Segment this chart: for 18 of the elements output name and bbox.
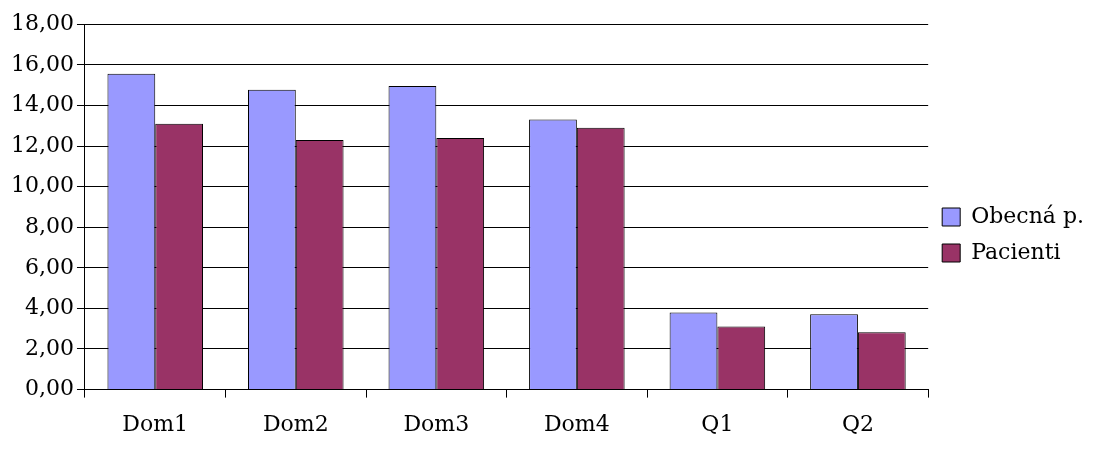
y-tick-label: 10,00 bbox=[11, 172, 74, 198]
y-tick-label: 18,00 bbox=[11, 9, 74, 35]
x-tick-label: Q1 bbox=[701, 410, 734, 436]
x-tick-label: Dom1 bbox=[122, 410, 189, 436]
x-tick-label: Dom3 bbox=[403, 410, 470, 436]
y-tick-label: 0,00 bbox=[25, 375, 74, 401]
legend-label: Obecná p. bbox=[971, 202, 1085, 228]
x-tick-label: Dom2 bbox=[262, 410, 329, 436]
y-tick-label: 16,00 bbox=[11, 50, 74, 76]
y-tick-label: 8,00 bbox=[25, 212, 74, 238]
x-tick-label: Dom4 bbox=[543, 410, 610, 436]
y-tick-label: 6,00 bbox=[25, 253, 74, 279]
y-tick-label: 12,00 bbox=[11, 131, 74, 157]
legend-label: Pacienti bbox=[971, 238, 1061, 264]
y-tick-label: 4,00 bbox=[25, 294, 74, 320]
x-tick-label: Q2 bbox=[841, 410, 874, 436]
y-tick-label: 2,00 bbox=[25, 334, 74, 360]
y-tick-label: 14,00 bbox=[11, 91, 74, 117]
